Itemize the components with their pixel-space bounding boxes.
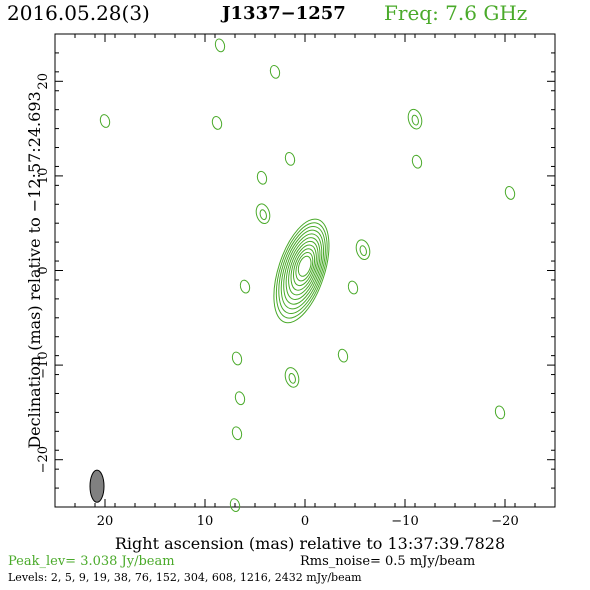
contour-ring <box>231 426 243 441</box>
contour-ring <box>504 186 516 200</box>
beam-ellipse <box>89 469 105 503</box>
contour-ring <box>337 348 349 363</box>
core-contour <box>283 233 323 305</box>
contour-ring <box>269 64 281 79</box>
core-contour <box>280 229 325 310</box>
contour-ring <box>256 170 268 185</box>
contour-ring <box>214 38 226 53</box>
peak-level: Peak_lev= 3.038 Jy/beam <box>8 554 175 569</box>
axis-ticks <box>54 33 556 508</box>
x-tick-label: 20 <box>97 514 114 529</box>
y-axis-label: Declination (mas) relative to −12:57:24.… <box>25 91 44 448</box>
contour-ring <box>99 114 111 128</box>
contour-ring <box>229 498 241 512</box>
core-contour <box>288 240 319 296</box>
source-name: J1337−1257 <box>222 3 346 24</box>
beam-shape <box>89 469 105 503</box>
contour-ring <box>347 280 359 295</box>
contour-ring <box>234 391 246 406</box>
contour-ring <box>359 245 367 257</box>
x-tick-label: −10 <box>391 514 418 529</box>
core-contour <box>273 218 330 324</box>
tick-labels: 20 10 0 −10 −20 20 10 0 −10 −20 <box>36 73 519 529</box>
contour-ring <box>411 114 419 126</box>
y-tick-label: −10 <box>36 351 51 378</box>
epoch-date: 2016.05.28(3) <box>7 1 150 25</box>
frequency-label: Freq: 7.6 GHz <box>384 1 528 25</box>
contour-ring <box>211 116 223 130</box>
contour-ring <box>255 203 271 225</box>
contour-ring <box>284 151 296 166</box>
core-contour <box>290 244 317 291</box>
core-contour <box>295 252 314 282</box>
x-axis-label: Right ascension (mas) relative to 13:37:… <box>115 534 505 553</box>
y-tick-label: 20 <box>36 73 51 90</box>
x-tick-label: 0 <box>301 514 309 529</box>
x-tick-label: 10 <box>197 514 214 529</box>
contour-ring <box>411 154 423 169</box>
contour-ring <box>288 372 296 384</box>
contour-ring <box>355 239 371 260</box>
contour-ring <box>259 209 267 221</box>
core-contours <box>273 218 330 324</box>
contour-ring <box>284 367 300 388</box>
contour-islands <box>99 38 516 512</box>
core-contour <box>285 237 321 301</box>
contour-levels: Levels: 2, 5, 9, 19, 38, 76, 152, 304, 6… <box>8 571 362 584</box>
y-tick-label: 10 <box>36 168 51 185</box>
contour-ring <box>231 351 243 366</box>
plot-frame <box>54 33 556 508</box>
contour-ring <box>239 279 251 294</box>
core-contour <box>297 255 312 277</box>
y-tick-label: −20 <box>36 446 51 473</box>
rms-noise: Rms_noise= 0.5 mJy/beam <box>300 554 476 569</box>
core-contour <box>275 222 328 319</box>
contour-ring <box>494 405 506 420</box>
x-tick-label: −20 <box>491 514 518 529</box>
y-tick-label: 0 <box>36 266 51 274</box>
core-contour <box>292 248 316 287</box>
contour-ring <box>407 108 423 130</box>
core-contour <box>278 226 326 314</box>
